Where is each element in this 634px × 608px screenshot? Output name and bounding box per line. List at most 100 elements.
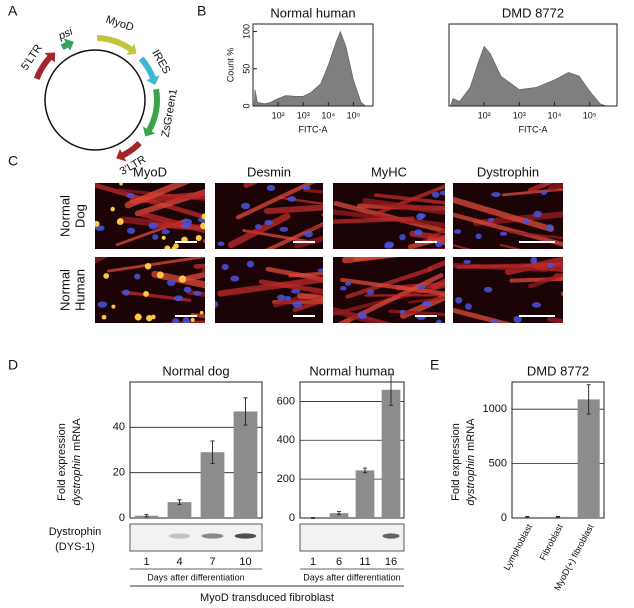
nucleus	[126, 227, 136, 234]
nucleus	[487, 217, 495, 223]
bar	[233, 411, 258, 518]
micrograph-content	[95, 257, 205, 323]
nucleus	[455, 296, 463, 304]
myod-nucleus	[103, 273, 110, 279]
fiber	[217, 276, 323, 297]
panel-label: E	[430, 357, 439, 373]
error-bar	[525, 516, 530, 518]
bar	[329, 513, 349, 518]
y-axis-label: Fold expression	[450, 423, 462, 501]
error-bar	[144, 514, 149, 518]
nucleus	[513, 315, 522, 323]
nucleus	[230, 275, 240, 282]
nucleus	[193, 291, 202, 296]
myod-nucleus	[164, 245, 171, 249]
nucleus	[266, 184, 276, 191]
micrograph-content	[95, 183, 205, 249]
plasmid-arrowhead	[63, 38, 74, 51]
nucleus	[264, 219, 273, 226]
fiber	[227, 212, 291, 249]
y-tick-label: 400	[277, 434, 295, 446]
y-tick-label: 0	[501, 512, 507, 524]
y-tick-label: 600	[277, 395, 295, 407]
bar	[577, 399, 600, 518]
fiber	[409, 230, 445, 242]
y-tick-label: 500	[489, 458, 507, 470]
chart-title: DMD 8772	[502, 5, 564, 20]
nucleus	[421, 301, 432, 307]
fiber	[453, 212, 563, 247]
fiber	[533, 263, 563, 273]
fiber	[399, 293, 445, 319]
lane-label: 6	[336, 556, 342, 568]
nucleus	[435, 240, 443, 248]
fiber	[419, 205, 445, 209]
nucleus	[304, 230, 313, 238]
micrograph-content	[215, 260, 323, 313]
y-tick-label: 0	[119, 512, 125, 524]
nucleus	[533, 210, 542, 218]
nucleus	[254, 224, 263, 229]
fiber	[106, 257, 205, 273]
error-bar	[311, 517, 315, 519]
myod-nucleus	[101, 314, 107, 320]
x-tick-label: 10⁵	[347, 110, 361, 120]
bar	[381, 389, 401, 518]
fiber	[453, 196, 555, 232]
fiber	[453, 308, 513, 323]
row-label: Human	[72, 269, 87, 311]
panel-label: D	[8, 357, 18, 373]
histogram-area	[253, 30, 367, 107]
myod-nucleus	[110, 206, 115, 212]
plasmid-arrowhead	[126, 43, 137, 55]
fiber	[137, 210, 205, 234]
nucleus	[530, 257, 538, 264]
nucleus	[148, 222, 159, 230]
myod-nucleus	[195, 234, 202, 242]
micrograph-content	[217, 183, 323, 249]
micrograph	[215, 183, 323, 249]
y-tick-label: 1000	[483, 403, 507, 415]
y-axis-label: dystrophin mRNA	[71, 418, 83, 506]
fiber	[345, 321, 355, 323]
fiber	[340, 277, 445, 296]
x-tick-label: Lymphoblast	[502, 522, 535, 572]
y-tick-label: 40	[113, 421, 125, 433]
y-axis-label-italic: dystrophin	[465, 455, 477, 506]
row-label: Normal	[57, 269, 72, 311]
plasmid-arrowhead	[44, 52, 56, 63]
nucleus	[171, 318, 180, 323]
nucleus	[152, 234, 159, 240]
chart-title: DMD 8772	[527, 363, 589, 378]
fiber	[528, 272, 563, 289]
x-tick-label: Fibroblast	[537, 522, 565, 562]
plasmid-backbone	[44, 49, 146, 151]
chart-title: Normal human	[309, 363, 394, 378]
nucleus	[317, 268, 323, 273]
x-axis-label: FITC-A	[299, 124, 328, 134]
column-header: MyHC	[371, 164, 407, 179]
y-tick-label: 200	[277, 473, 295, 485]
nucleus	[161, 229, 170, 235]
nucleus	[454, 229, 462, 234]
error-bar	[363, 467, 367, 474]
nucleus	[417, 284, 425, 290]
nucleus	[439, 190, 445, 196]
error-bar	[337, 511, 341, 516]
nucleus	[167, 279, 176, 287]
plasmid-arrowhead	[143, 126, 156, 137]
fiber	[333, 307, 393, 323]
lane-label: 16	[385, 556, 397, 568]
nucleus	[122, 289, 130, 296]
panel-label: C	[8, 153, 18, 169]
plasmid-arrowhead	[116, 149, 127, 162]
fiber	[333, 216, 415, 224]
nucleus	[463, 259, 471, 264]
lane-label: 11	[359, 556, 370, 568]
fiber	[509, 276, 563, 283]
chart-title: Normal human	[270, 5, 355, 20]
nucleus	[279, 226, 289, 232]
y-tick-label: 20	[113, 467, 125, 479]
nucleus	[366, 289, 374, 296]
